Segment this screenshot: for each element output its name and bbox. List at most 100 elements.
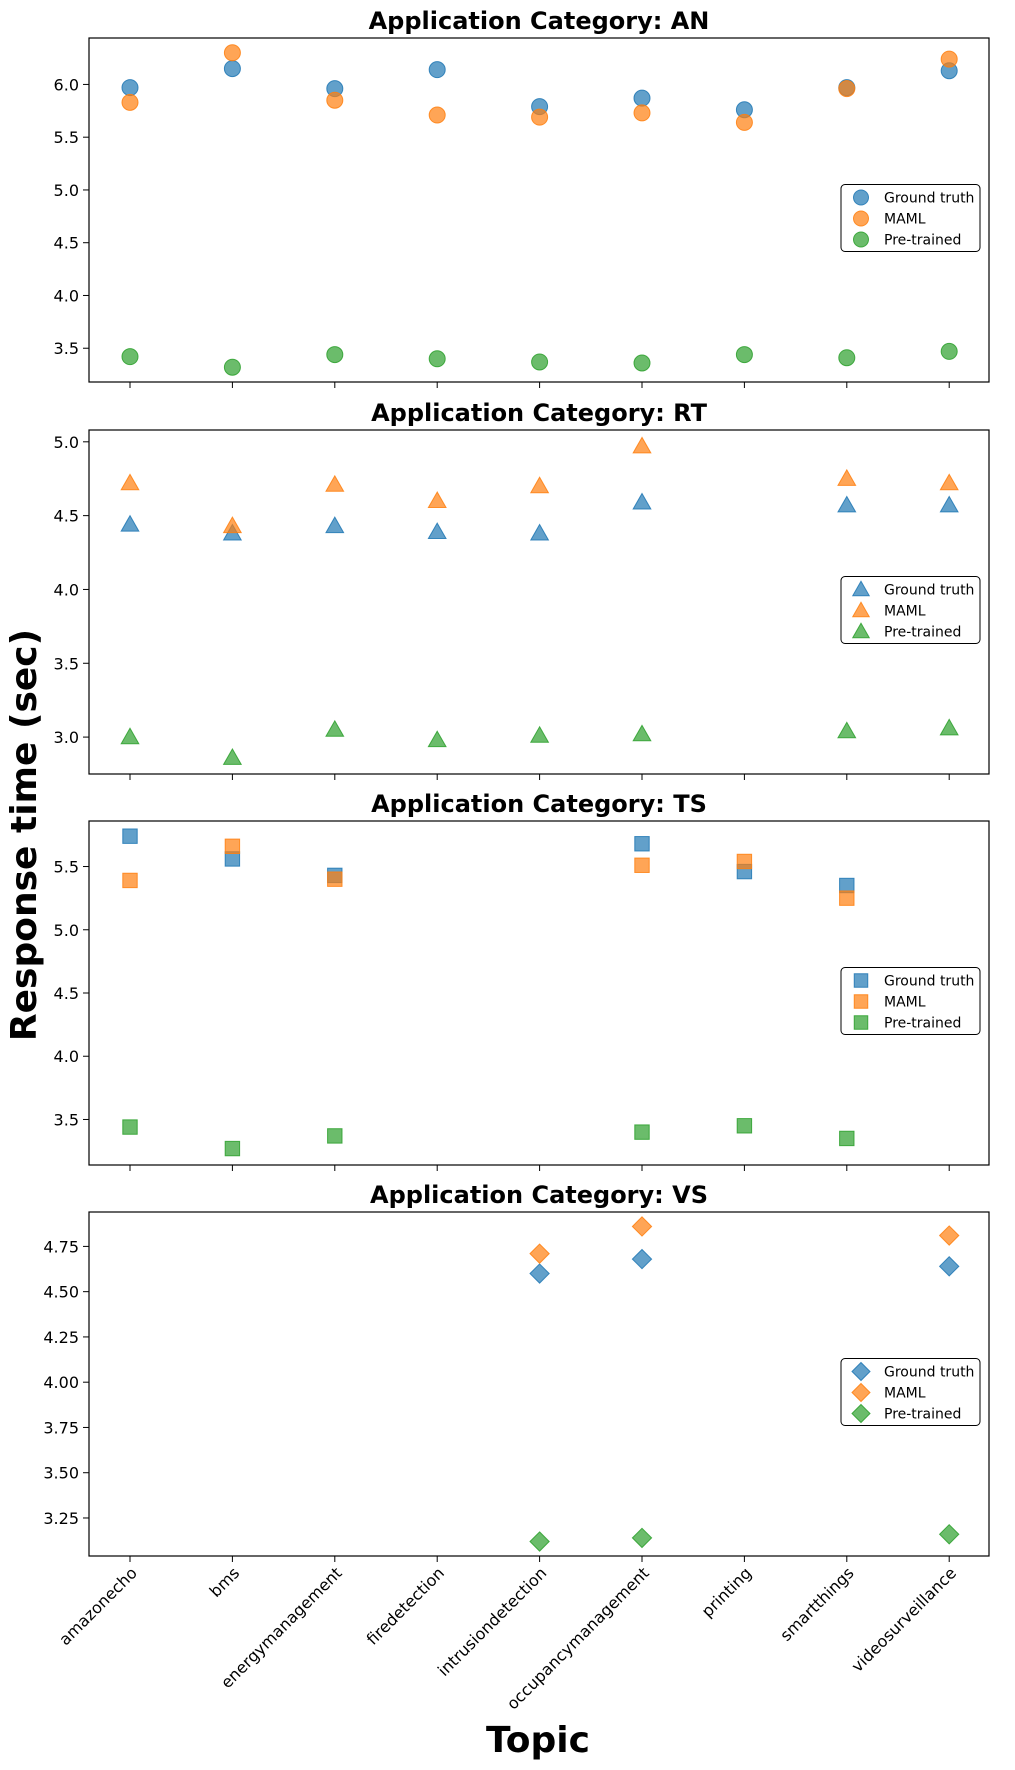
data-point: [427, 730, 447, 748]
y-tick-label: 5.0: [54, 433, 79, 452]
data-point: [120, 473, 140, 491]
legend-label: Ground truth: [884, 583, 974, 599]
data-point: [529, 725, 550, 743]
data-point: [837, 721, 857, 739]
data-point: [224, 1140, 241, 1157]
y-tick-label: 3.50: [43, 1464, 79, 1483]
legend-marker: [851, 1382, 871, 1403]
data-point: [939, 473, 959, 491]
x-tick-label: firedetection: [363, 1563, 448, 1648]
legend-label: Ground truth: [884, 191, 974, 207]
data-point: [736, 1118, 753, 1134]
data-point: [735, 113, 753, 131]
y-tick-label: 3.5: [54, 339, 79, 358]
y-tick-label: 4.0: [54, 580, 79, 599]
data-point: [631, 1216, 653, 1237]
data-point: [428, 106, 446, 124]
data-point: [632, 436, 652, 454]
data-point: [327, 871, 343, 887]
data-point: [224, 838, 241, 854]
y-tick-label: 6.0: [54, 75, 79, 94]
data-point: [325, 474, 345, 492]
data-point: [633, 89, 651, 107]
legend-box: [840, 967, 981, 1035]
data-point: [735, 346, 753, 364]
legend-box: [840, 184, 981, 252]
subplot-1: Application Category: AN 3.5 4.0 4.5 5.0 5.5 6…: [54, 7, 990, 388]
data-point: [631, 1527, 653, 1549]
data-point: [326, 91, 344, 109]
y-tick-label: 3.5: [54, 654, 79, 673]
data-point: [529, 1243, 550, 1264]
data-point: [634, 1124, 650, 1140]
y-tick-label: 4.5: [54, 234, 79, 253]
y-tick-label: 4.75: [43, 1237, 79, 1256]
subplot-title: Application Category: VS: [370, 1181, 708, 1209]
x-tick-label: bms: [206, 1563, 244, 1601]
legend-label: Pre-trained: [884, 1407, 961, 1423]
subplot-2: Application Category: RT 3.0 3.5 4.0 4.5 5.0 G…: [54, 399, 990, 780]
data-point: [222, 516, 243, 534]
data-point: [529, 476, 550, 494]
x-axis-label: Topic: [486, 1720, 590, 1761]
legend-marker: [851, 601, 871, 618]
subplot-title: Application Category: RT: [371, 399, 708, 427]
plot-frame: [88, 37, 990, 383]
data-point: [736, 853, 753, 870]
x-tick-label: videosurveillance: [848, 1563, 960, 1675]
data-point: [838, 80, 856, 98]
y-tick-label: 3.75: [43, 1418, 79, 1437]
data-point: [529, 1263, 550, 1284]
data-point: [529, 1531, 550, 1552]
legend-label: Pre-trained: [884, 1016, 961, 1032]
subplot-3: Application Category: TS 3.5 4.0 4.5 5.0 5.5 G…: [54, 790, 990, 1171]
data-point: [938, 1225, 960, 1246]
data-point: [223, 60, 241, 78]
data-point: [939, 495, 959, 513]
legend-marker: [851, 580, 871, 597]
data-point: [938, 1523, 960, 1545]
data-point: [121, 93, 139, 111]
y-tick-label: 4.25: [43, 1328, 79, 1347]
data-point: [427, 522, 447, 539]
data-point: [427, 491, 447, 508]
x-tick-label: printing: [698, 1563, 756, 1621]
data-point: [839, 890, 855, 906]
data-point: [122, 1119, 138, 1135]
legend-label: MAML: [884, 604, 926, 620]
legend-marker: [851, 622, 871, 639]
legend-box: [840, 1358, 981, 1426]
legend-marker: [853, 973, 869, 988]
legend-label: MAML: [884, 1386, 926, 1402]
data-point: [326, 346, 344, 364]
y-tick-label: 5.5: [54, 858, 79, 877]
y-tick-label: 5.5: [54, 128, 79, 147]
y-tick-label: 3.5: [54, 1110, 79, 1129]
data-point: [633, 354, 651, 372]
data-point: [428, 61, 446, 79]
legend-label: Ground truth: [884, 974, 974, 990]
data-point: [327, 1128, 343, 1144]
legend-marker: [853, 1015, 869, 1030]
y-tick-label: 5.0: [54, 181, 79, 200]
data-point: [633, 104, 651, 122]
subplot-4: Application Category: VS 3.25 3.50 3.75 4.00…: [43, 1181, 990, 1713]
legend-marker: [853, 994, 869, 1009]
y-tick-label: 4.5: [54, 984, 79, 1003]
legend-label: MAML: [884, 212, 926, 228]
legend-box: [840, 576, 981, 644]
data-point: [634, 857, 650, 873]
legend-label: MAML: [884, 995, 926, 1011]
data-point: [531, 108, 549, 126]
legend-label: Pre-trained: [884, 625, 961, 641]
y-tick-label: 4.0: [54, 286, 79, 305]
x-tick-label: smartthings: [776, 1563, 857, 1644]
data-point: [122, 828, 138, 844]
data-point: [938, 1256, 960, 1277]
data-point: [531, 353, 549, 371]
plot-frame: [88, 1211, 990, 1557]
y-tick-label: 4.5: [54, 507, 79, 526]
data-point: [120, 514, 140, 532]
data-point: [121, 348, 139, 366]
data-point: [940, 342, 958, 360]
